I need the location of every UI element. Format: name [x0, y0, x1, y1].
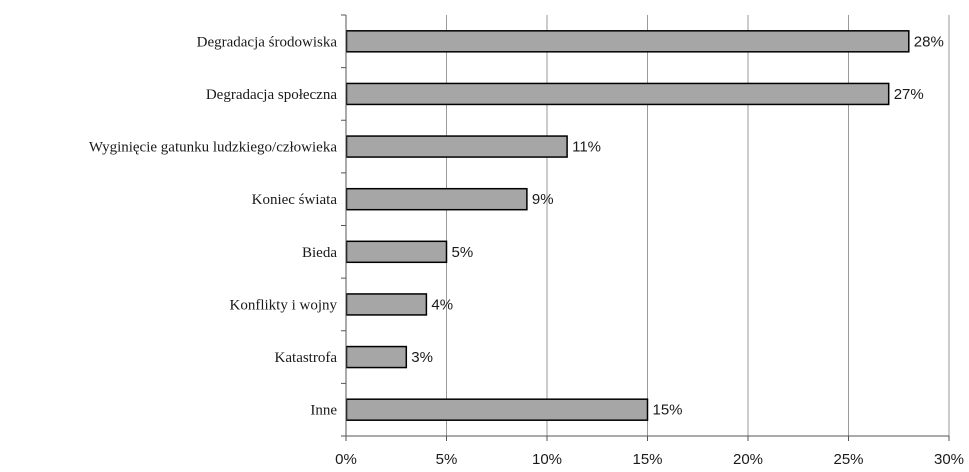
value-labels: 28% 27% 11% 9% 5% 4% 3% 15%: [411, 33, 944, 418]
data-label: 4%: [431, 296, 453, 313]
data-label: 15%: [653, 402, 683, 419]
bar: [345, 187, 528, 211]
category-label: Konflikty i wojny: [230, 297, 338, 313]
data-label: 5%: [452, 244, 474, 261]
category-label: Inne: [310, 403, 337, 419]
x-tick-label: 30%: [934, 451, 964, 468]
category-label: Wyginięcie gatunku ludzkiego/człowieka: [89, 140, 338, 156]
x-tick-label: 15%: [632, 451, 662, 468]
data-label: 28%: [914, 33, 944, 50]
bar: [345, 293, 428, 316]
data-label: 11%: [572, 139, 601, 156]
x-tick-label: 25%: [833, 451, 863, 468]
category-labels: Degradacja środowiska Degradacja społeczn…: [89, 34, 338, 418]
bar: [345, 398, 649, 421]
bar: [345, 82, 890, 106]
category-label: Degradacja społeczna: [206, 87, 338, 103]
category-label: Degradacja środowiska: [197, 34, 338, 50]
x-tick-label: 5%: [436, 451, 458, 468]
data-label: 27%: [894, 86, 924, 103]
axes: [341, 14, 950, 441]
bar: [345, 345, 408, 369]
x-tick-label: 10%: [532, 451, 562, 468]
data-label: 9%: [532, 191, 554, 208]
bar: [345, 240, 448, 264]
gridlines: [446, 15, 950, 436]
category-label: Bieda: [302, 245, 337, 261]
x-tick-label: 0%: [335, 451, 357, 468]
category-label: Katastrofa: [275, 350, 338, 366]
category-label: Koniec świata: [252, 192, 338, 208]
x-tick-label: 20%: [733, 451, 763, 468]
bar: [345, 135, 568, 158]
x-tick-labels: 0% 5% 10% 15% 20% 25% 30%: [335, 451, 964, 468]
bar: [345, 30, 910, 53]
data-label: 3%: [411, 349, 433, 366]
